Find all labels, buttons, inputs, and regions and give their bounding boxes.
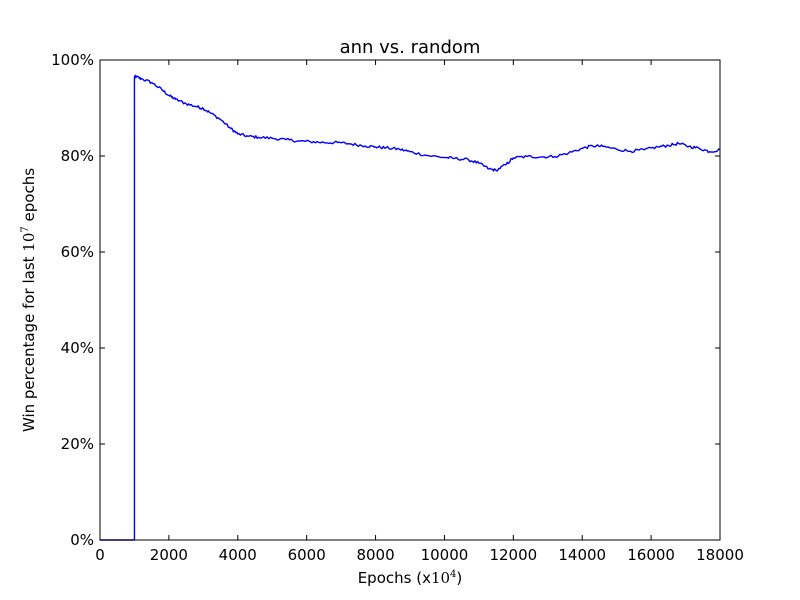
x-axis-title-suffix: ) [456,569,462,587]
y-tick-label: 20% [61,435,94,453]
y-axis-title-prefix: Win percentage for last [20,252,38,432]
plot-area [100,74,721,541]
x-axis-title-base: 10 [431,569,450,587]
x-tick-label: 4000 [219,546,257,564]
x-tick-label: 10000 [421,546,469,564]
y-tick-label: 60% [61,243,94,261]
chart-title: ann vs. random [340,37,481,58]
x-axis-title-prefix: Epochs (x [358,569,431,587]
plot-frame [99,59,721,541]
axis-ticks: 0 2000 4000 6000 8000 10000 12000 14000 16000 180… [51,51,744,564]
x-tick-label: 12000 [489,546,537,564]
y-tick-label: 80% [61,147,94,165]
x-axis-title-exponent: 4 [450,569,456,580]
y-axis-title-exponent: 7 [20,226,31,232]
y-axis-title-base: 10 [20,233,38,252]
x-tick-label: 16000 [627,546,675,564]
y-tick-label: 40% [61,339,94,357]
x-axis-title: Epochs (x104) [358,569,463,587]
x-tick-label: 6000 [288,546,326,564]
series-line [100,74,721,541]
y-tick-label: 100% [51,51,94,69]
x-tick-label: 18000 [696,546,744,564]
y-tick-label: 0% [70,531,94,549]
x-tick-label: 8000 [356,546,394,564]
y-axis-title: Win percentage for last 107 epochs [20,168,38,432]
x-tick-label: 14000 [558,546,606,564]
x-tick-label: 0 [95,546,105,564]
y-axis-title-suffix: epochs [20,168,38,226]
x-tick-label: 2000 [150,546,188,564]
